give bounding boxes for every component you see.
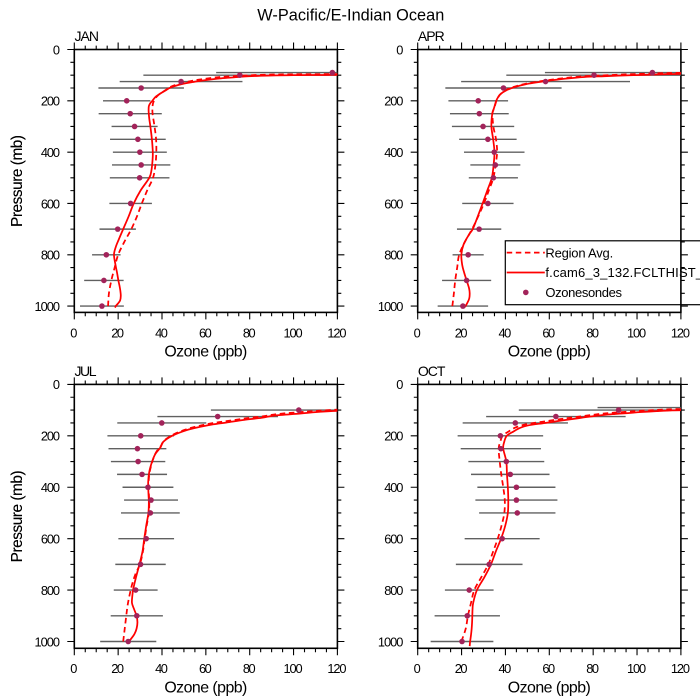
svg-text:600: 600 xyxy=(41,196,60,211)
svg-text:20: 20 xyxy=(111,325,124,340)
svg-text:40: 40 xyxy=(499,325,512,340)
svg-text:200: 200 xyxy=(384,94,403,109)
svg-text:0: 0 xyxy=(70,325,77,340)
svg-text:1000: 1000 xyxy=(35,634,61,649)
svg-text:400: 400 xyxy=(41,480,60,495)
svg-text:Ozone (ppb): Ozone (ppb) xyxy=(164,679,247,696)
svg-text:800: 800 xyxy=(384,248,403,263)
svg-text:100: 100 xyxy=(284,325,303,340)
svg-text:800: 800 xyxy=(41,248,60,263)
svg-text:0: 0 xyxy=(396,42,403,57)
svg-text:80: 80 xyxy=(586,661,599,676)
svg-text:Ozone (ppb): Ozone (ppb) xyxy=(164,344,247,361)
svg-text:JUL: JUL xyxy=(75,363,97,379)
svg-text:0: 0 xyxy=(53,42,60,57)
svg-text:20: 20 xyxy=(111,661,124,676)
svg-text:400: 400 xyxy=(384,480,403,495)
svg-text:APR: APR xyxy=(418,28,445,44)
svg-text:200: 200 xyxy=(41,429,60,444)
svg-text:Pressure (mb): Pressure (mb) xyxy=(9,470,26,562)
svg-text:80: 80 xyxy=(243,661,256,676)
svg-text:Ozonesondes: Ozonesondes xyxy=(545,285,622,300)
svg-text:40: 40 xyxy=(155,661,168,676)
svg-text:800: 800 xyxy=(384,583,403,598)
svg-text:120: 120 xyxy=(327,661,346,676)
svg-text:120: 120 xyxy=(327,325,346,340)
svg-text:f.cam6_3_132.FCLTHIST_: f.cam6_3_132.FCLTHIST_ xyxy=(545,265,700,280)
svg-text:20: 20 xyxy=(455,661,468,676)
svg-text:400: 400 xyxy=(41,145,60,160)
svg-text:JAN: JAN xyxy=(75,28,100,44)
svg-text:W-Pacific/E-Indian Ocean: W-Pacific/E-Indian Ocean xyxy=(257,7,444,25)
svg-text:200: 200 xyxy=(41,94,60,109)
svg-text:60: 60 xyxy=(542,325,555,340)
svg-text:1000: 1000 xyxy=(378,299,404,314)
svg-text:1000: 1000 xyxy=(35,299,61,314)
svg-text:80: 80 xyxy=(243,325,256,340)
svg-text:100: 100 xyxy=(284,661,303,676)
svg-text:60: 60 xyxy=(199,661,212,676)
svg-text:800: 800 xyxy=(41,583,60,598)
svg-text:120: 120 xyxy=(671,661,690,676)
svg-text:60: 60 xyxy=(199,325,212,340)
svg-text:200: 200 xyxy=(384,429,403,444)
svg-text:20: 20 xyxy=(455,325,468,340)
svg-text:1000: 1000 xyxy=(378,634,404,649)
svg-text:Ozone (ppb): Ozone (ppb) xyxy=(508,344,591,361)
svg-text:Ozone (ppb): Ozone (ppb) xyxy=(508,679,591,696)
svg-text:Pressure (mb): Pressure (mb) xyxy=(9,135,26,227)
svg-text:40: 40 xyxy=(499,661,512,676)
svg-text:0: 0 xyxy=(53,377,60,392)
svg-text:Pressure (mb): Pressure (mb) xyxy=(9,135,26,227)
svg-text:0: 0 xyxy=(414,661,421,676)
svg-text:Region Avg.: Region Avg. xyxy=(545,245,613,260)
svg-text:0: 0 xyxy=(396,377,403,392)
svg-text:600: 600 xyxy=(41,531,60,546)
svg-text:40: 40 xyxy=(155,325,168,340)
svg-text:60: 60 xyxy=(542,661,555,676)
svg-text:0: 0 xyxy=(414,325,421,340)
svg-text:Pressure (mb): Pressure (mb) xyxy=(9,470,26,562)
svg-text:100: 100 xyxy=(627,661,646,676)
svg-text:600: 600 xyxy=(384,196,403,211)
svg-text:400: 400 xyxy=(384,145,403,160)
svg-text:600: 600 xyxy=(384,531,403,546)
svg-text:120: 120 xyxy=(671,325,690,340)
svg-text:80: 80 xyxy=(586,325,599,340)
svg-text:OCT: OCT xyxy=(418,363,446,379)
svg-text:0: 0 xyxy=(70,661,77,676)
svg-text:100: 100 xyxy=(627,325,646,340)
